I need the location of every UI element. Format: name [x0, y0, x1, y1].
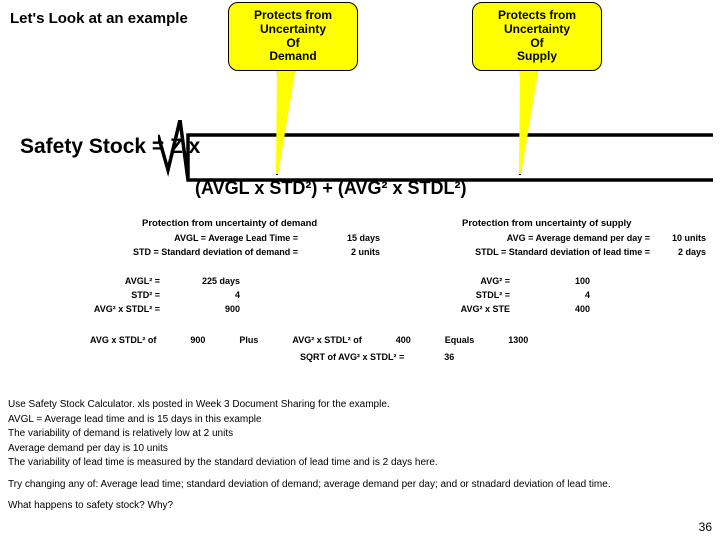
callout-demand: Protects from Uncertainty Of Demand [228, 2, 358, 71]
def-value: 15 days [330, 232, 380, 246]
calc-right-values: 100 4 400 [550, 275, 590, 317]
summary-row-2: SQRT of AVG² x STDL² = 36 [300, 352, 454, 362]
def-value: 2 days [660, 246, 706, 260]
formula-main: Safety Stock = Z x [20, 135, 200, 159]
def-label: STD = Standard deviation of demand = [118, 246, 298, 260]
callout-line: Uncertainty [504, 22, 570, 36]
calc-value: 4 [550, 289, 590, 303]
slide-title: Let's Look at an example [10, 10, 188, 27]
header-demand: Protection from uncertainty of demand [142, 218, 317, 229]
calc-label: AVGL² = [80, 275, 160, 289]
summary-part: 1300 [508, 335, 528, 345]
summary-part: 900 [190, 335, 205, 345]
calc-value: 400 [550, 303, 590, 317]
callout-line: Protects from [254, 8, 332, 22]
callout-line: Uncertainty [260, 22, 326, 36]
defs-right-labels: AVG = Average demand per day = STDL = St… [430, 232, 650, 260]
note-line: Try changing any of: Average lead time; … [8, 478, 708, 492]
summary-part: AVG x STDL² of [90, 335, 156, 345]
calc-right-labels: AVG² = STDL² = AVG² x STE [430, 275, 510, 317]
note-line: Use Safety Stock Calculator. xls posted … [8, 398, 708, 412]
notes-block: Use Safety Stock Calculator. xls posted … [8, 398, 708, 514]
def-label: AVGL = Average Lead Time = [118, 232, 298, 246]
calc-value: 900 [200, 303, 240, 317]
note-line: AVGL = Average lead time and is 15 days … [8, 413, 708, 427]
calc-left-labels: AVGL² = STD² = AVG² x STDL² = [80, 275, 160, 317]
defs-right-values: 10 units 2 days [660, 232, 706, 260]
summary-part: AVG² x STDL² of [292, 335, 361, 345]
calc-label: STDL² = [430, 289, 510, 303]
def-value: 2 units [330, 246, 380, 260]
callout-line: Of [530, 36, 543, 50]
header-supply: Protection from uncertainty of supply [462, 218, 631, 229]
formula-sub: (AVGL x STD²) + (AVG² x STDL²) [195, 178, 467, 199]
def-value: 10 units [660, 232, 706, 246]
note-line: Average demand per day is 10 units [8, 442, 708, 456]
summary-part: Equals [445, 335, 475, 345]
calc-label: AVG² = [430, 275, 510, 289]
calc-label: AVG² x STE [430, 303, 510, 317]
defs-left-labels: AVGL = Average Lead Time = STD = Standar… [118, 232, 298, 260]
summary-part: 36 [444, 352, 454, 362]
calc-left-values: 225 days 4 900 [200, 275, 240, 317]
def-label: AVG = Average demand per day = [430, 232, 650, 246]
def-label: STDL = Standard deviation of lead time = [430, 246, 650, 260]
note-line: What happens to safety stock? Why? [8, 499, 708, 513]
summary-row-1: AVG x STDL² of 900 Plus AVG² x STDL² of … [90, 335, 528, 345]
calc-label: AVG² x STDL² = [80, 303, 160, 317]
page-number: 36 [699, 520, 712, 534]
summary-part: 400 [396, 335, 411, 345]
calc-value: 225 days [200, 275, 240, 289]
callout-line: Of [286, 36, 299, 50]
calc-value: 4 [200, 289, 240, 303]
calc-label: STD² = [80, 289, 160, 303]
calc-value: 100 [550, 275, 590, 289]
callout-line: Protects from [498, 8, 576, 22]
summary-part: Plus [239, 335, 258, 345]
callout-line: Demand [269, 49, 316, 63]
callout-line: Supply [517, 49, 557, 63]
note-line: The variability of demand is relatively … [8, 427, 708, 441]
summary-part: SQRT of AVG² x STDL² = [300, 352, 404, 362]
defs-left-values: 15 days 2 units [330, 232, 380, 260]
note-line: The variability of lead time is measured… [8, 456, 708, 470]
callout-supply: Protects from Uncertainty Of Supply [472, 2, 602, 71]
